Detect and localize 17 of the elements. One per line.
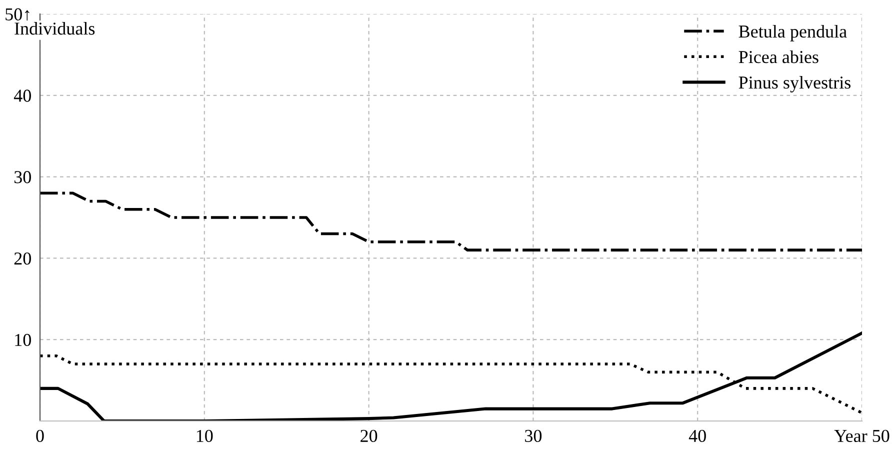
x-tick-label: Year 50 — [834, 430, 890, 442]
x-tick-label: 0 — [36, 430, 44, 442]
y-tick-label: 10 — [15, 334, 31, 346]
x-tick-label: 40 — [688, 430, 706, 442]
y-tick-label: 20 — [14, 252, 31, 265]
line-series — [40, 192, 862, 252]
legend-label: Pinus sylvestris — [738, 76, 851, 92]
x-tick-label: 30 — [525, 430, 542, 442]
legend-label: Betula pendula — [738, 24, 847, 42]
x-tick-label: 20 — [360, 430, 378, 442]
y-axis-title: Individuals — [14, 22, 95, 35]
line-series — [40, 332, 862, 421]
y-tick-label: 40 — [14, 90, 31, 102]
x-tick-label: 10 — [196, 430, 213, 442]
legend-label: Picea abies — [738, 50, 818, 64]
y-tick-label: 50↑ — [6, 8, 30, 21]
y-tick-label: 30 — [14, 171, 31, 184]
